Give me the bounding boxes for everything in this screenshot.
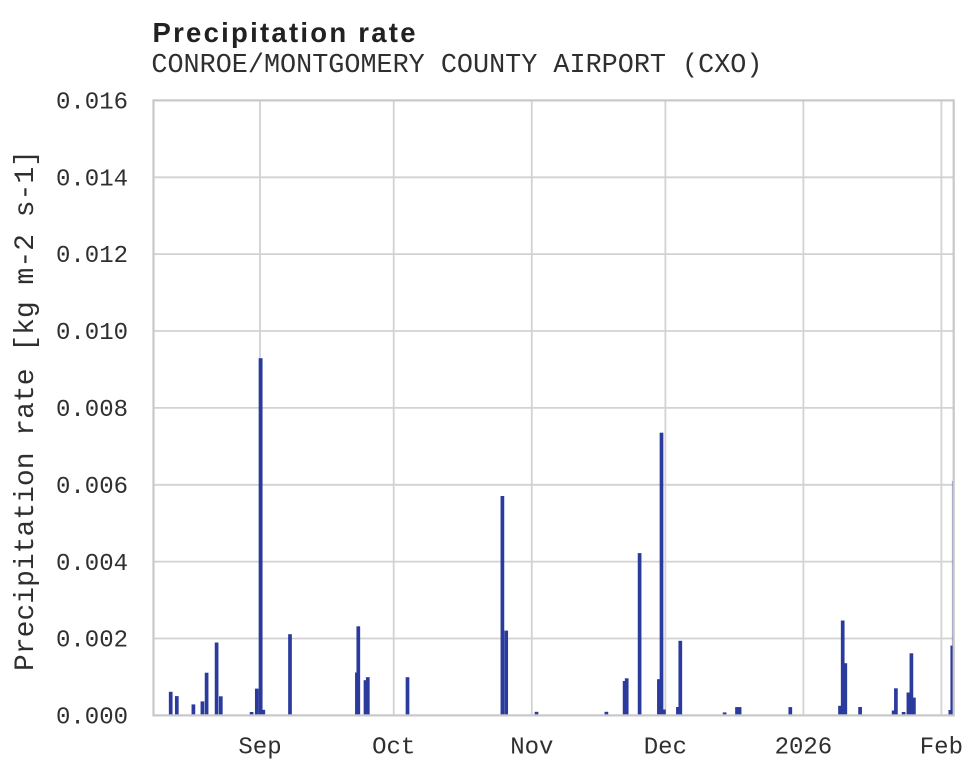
svg-text:0.002: 0.002 bbox=[56, 628, 128, 655]
svg-text:Feb: Feb bbox=[920, 735, 963, 762]
svg-text:Sep: Sep bbox=[238, 735, 281, 762]
svg-text:0.012: 0.012 bbox=[56, 243, 128, 270]
svg-text:Dec: Dec bbox=[644, 735, 687, 762]
svg-text:0.006: 0.006 bbox=[56, 474, 128, 501]
svg-text:Precipitation rate [kg m-2 s-1: Precipitation rate [kg m-2 s-1] bbox=[11, 150, 42, 671]
svg-text:CONROE/MONTGOMERY COUNTY AIRPO: CONROE/MONTGOMERY COUNTY AIRPORT (CXO) bbox=[151, 51, 762, 81]
svg-text:Nov: Nov bbox=[510, 735, 553, 762]
svg-text:Precipitation rate: Precipitation rate bbox=[153, 17, 416, 48]
svg-text:0.008: 0.008 bbox=[56, 397, 128, 424]
svg-text:0.014: 0.014 bbox=[56, 166, 128, 193]
svg-text:0.000: 0.000 bbox=[56, 705, 128, 732]
svg-text:0.016: 0.016 bbox=[56, 90, 128, 117]
svg-text:Oct: Oct bbox=[372, 735, 415, 762]
svg-text:2026: 2026 bbox=[775, 735, 833, 762]
svg-text:0.004: 0.004 bbox=[56, 551, 128, 578]
svg-text:0.010: 0.010 bbox=[56, 320, 128, 347]
